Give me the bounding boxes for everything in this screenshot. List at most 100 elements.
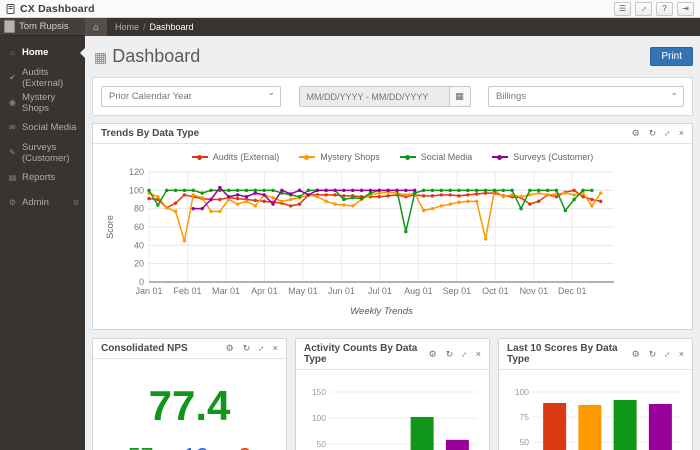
sidebar-item-reports[interactable]: ▤ Reports — [0, 165, 85, 190]
refresh-icon[interactable]: ↻ — [648, 348, 657, 359]
hamburger-icon: ☰ — [618, 3, 627, 13]
last10-panel-title: Last 10 Scores By Data Type — [507, 343, 618, 365]
sidebar-item-mystery-shops[interactable]: ◉ Mystery Shops — [0, 90, 85, 115]
close-icon[interactable]: × — [272, 343, 278, 353]
user-name: Tom Rupsis — [19, 21, 69, 32]
app-logo-icon — [6, 3, 16, 14]
period-select[interactable]: Prior Calendar Year — [101, 86, 281, 107]
svg-text:20: 20 — [134, 259, 144, 269]
calendar-icon: ▦ — [455, 91, 464, 101]
svg-text:75: 75 — [520, 412, 530, 422]
svg-text:Feb 01: Feb 01 — [173, 286, 201, 296]
filter-panel: Prior Calendar Year ▦ Billings — [92, 77, 693, 116]
refresh-icon[interactable]: ↻ — [242, 343, 251, 353]
app-title: CX Dashboard — [20, 2, 95, 15]
svg-text:Apr 01: Apr 01 — [251, 286, 278, 296]
svg-text:100: 100 — [515, 387, 529, 397]
nps-panel-title: Consolidated NPS — [101, 343, 188, 354]
svg-text:60: 60 — [134, 222, 144, 232]
calendar-button[interactable]: ▦ — [448, 86, 471, 107]
expand-icon[interactable]: ↕ — [459, 348, 470, 359]
svg-text:Jun 01: Jun 01 — [328, 286, 355, 296]
sidebar-item-social-media[interactable]: ✉ Social Media — [0, 115, 85, 140]
breadcrumb: ⌂ Home / Dashboard — [85, 18, 700, 36]
svg-text:40: 40 — [134, 240, 144, 250]
sidebar-item-audits-external[interactable]: ✔ Audits (External) — [0, 65, 85, 90]
svg-text:50: 50 — [317, 439, 327, 449]
gear-icon[interactable]: ⚙ — [428, 348, 437, 359]
svg-text:Aug 01: Aug 01 — [404, 286, 433, 296]
svg-text:Jul 01: Jul 01 — [368, 286, 392, 296]
gear-icon[interactable]: ⚙ — [631, 128, 640, 138]
svg-text:Mar 01: Mar 01 — [212, 286, 240, 296]
fullscreen-button[interactable]: ↕ — [635, 1, 652, 16]
sidebar-item-label: Audits (External) — [22, 66, 64, 89]
signout-button[interactable]: ⇥ — [677, 1, 694, 16]
activity-bar-chart: 150 100 50 — [312, 387, 477, 450]
surveys-icon: ✎ — [9, 148, 16, 157]
svg-text:Dec 01: Dec 01 — [558, 286, 587, 296]
category-select-wrap: Billings — [488, 86, 684, 107]
menu-toggle-button[interactable]: ☰ — [614, 1, 631, 16]
nps-panel: Consolidated NPS ⚙ ↻ ↕ × 77.4 57 — [92, 338, 287, 450]
activity-panel-title: Activity Counts By Data Type — [304, 343, 418, 365]
gear-icon[interactable]: ⚙ — [225, 343, 234, 353]
sidebar-item-label: Surveys (Customer) — [22, 141, 70, 164]
close-icon[interactable]: × — [475, 348, 481, 359]
content-area: ⌂ Home / Dashboard ▦ Dashboard Print Pri… — [85, 18, 700, 450]
legend-item: Mystery Shops — [299, 152, 380, 162]
sidebar: Tom Rupsis ⌂ Home ✔ Audits (External) ◉ … — [0, 18, 85, 450]
signout-icon: ⇥ — [682, 3, 689, 13]
fullscreen-icon: ↕ — [639, 3, 649, 13]
last10-bar-chart: 100755025 — [515, 387, 680, 450]
svg-text:Weekly Trends: Weekly Trends — [350, 306, 413, 317]
svg-text:Jan 01: Jan 01 — [135, 286, 162, 296]
breadcrumb-home-button[interactable]: ⌂ — [85, 18, 107, 36]
reports-icon: ▤ — [8, 173, 17, 182]
expand-icon[interactable]: ↕ — [662, 348, 673, 359]
svg-text:100: 100 — [312, 413, 326, 423]
svg-text:May 01: May 01 — [288, 286, 318, 296]
trends-line-chart: Jan 01 Feb 01 Mar 01 Apr 01 May 01 Jun 01 Jul … — [105, 167, 614, 317]
svg-text:Sep 01: Sep 01 — [443, 286, 472, 296]
sidebar-item-label: Reports — [22, 172, 56, 183]
help-button[interactable]: ? — [656, 1, 673, 16]
expand-icon[interactable]: ↕ — [256, 343, 267, 354]
category-select[interactable]: Billings — [488, 86, 684, 107]
refresh-icon[interactable]: ↻ — [445, 348, 454, 359]
date-range-input[interactable] — [298, 86, 449, 107]
sidebar-item-surveys-customer[interactable]: ✎ Surveys (Customer) — [0, 140, 85, 165]
top-bar: CX Dashboard ☰ ↕ ? ⇥ — [0, 0, 700, 18]
activity-counts-panel: Activity Counts By Data Type ⚙ ↻ ↕ × 150… — [295, 338, 490, 450]
audits-icon: ✔ — [9, 73, 16, 82]
breadcrumb-home-link[interactable]: Home — [115, 22, 140, 32]
trends-panel-title: Trends By Data Type — [101, 128, 200, 139]
sidebar-item-label: Social Media — [22, 122, 77, 133]
sidebar-user[interactable]: Tom Rupsis — [0, 18, 85, 36]
mystery-shops-icon: ◉ — [9, 98, 16, 107]
home-icon: ⌂ — [10, 48, 15, 57]
help-icon: ? — [662, 3, 667, 13]
breadcrumb-current: Dashboard — [149, 22, 194, 32]
print-button[interactable]: Print — [650, 47, 693, 66]
home-icon: ⌂ — [93, 22, 99, 32]
page-title: Dashboard — [112, 46, 201, 66]
admin-icon: ⚙ — [8, 198, 17, 207]
close-icon[interactable]: × — [678, 348, 684, 359]
last10-scores-panel: Last 10 Scores By Data Type ⚙ ↻ ↕ × 100 7… — [498, 338, 693, 450]
svg-text:Score: Score — [105, 215, 115, 239]
sidebar-item-home[interactable]: ⌂ Home — [0, 40, 85, 65]
nps-passives: 12 — [183, 443, 209, 450]
gear-icon[interactable]: ⚙ — [631, 348, 640, 359]
refresh-icon[interactable]: ↻ — [648, 128, 657, 138]
expand-icon[interactable]: ↕ — [662, 128, 673, 139]
period-select-wrap: Prior Calendar Year — [101, 86, 281, 107]
chart-legend: Audits (External) Mystery Shops Social Med… — [101, 150, 684, 164]
close-icon[interactable]: × — [678, 128, 684, 138]
svg-text:Oct 01: Oct 01 — [482, 286, 509, 296]
svg-text:Nov 01: Nov 01 — [520, 286, 549, 296]
nps-detractors: 2 — [238, 443, 251, 450]
sidebar-item-admin[interactable]: ⚙ Admin ⚙ — [0, 190, 85, 215]
svg-text:80: 80 — [134, 204, 144, 214]
